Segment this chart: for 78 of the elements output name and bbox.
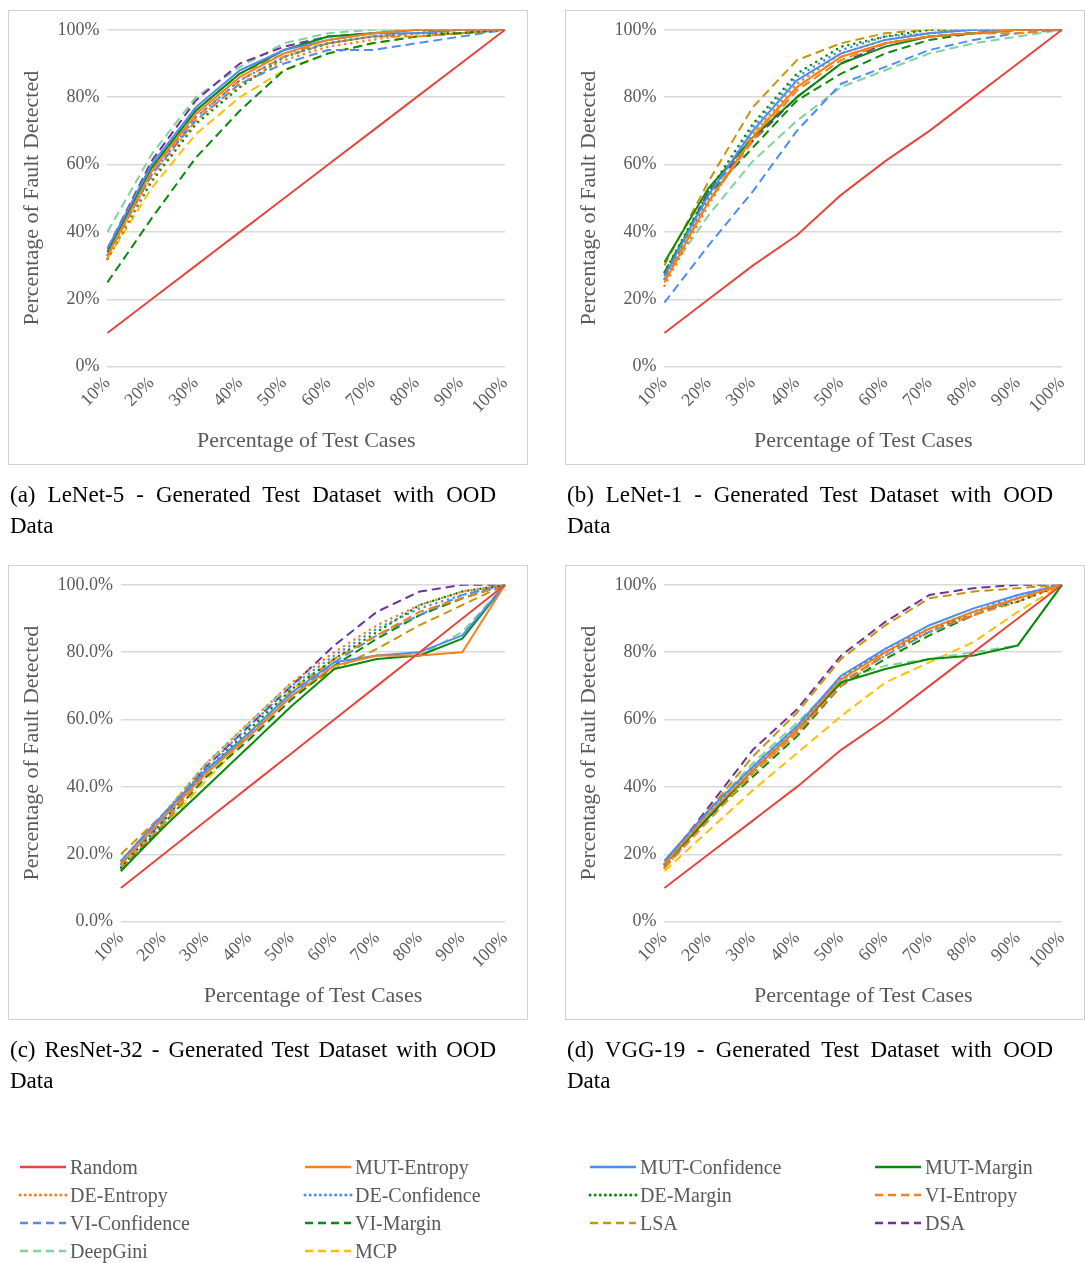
x-tick-label: 60%: [853, 372, 892, 410]
legend-label: VI-Margin: [355, 1211, 442, 1235]
legend-label: DSA: [925, 1211, 966, 1235]
x-axis-title: Percentage of Test Cases: [753, 981, 973, 1007]
x-tick-label: 20%: [677, 372, 715, 410]
x-tick-label: 50%: [260, 927, 298, 965]
legend-label: VI-Confidence: [70, 1211, 190, 1235]
x-tick-label: 20%: [132, 927, 170, 965]
x-tick-label: 30%: [721, 927, 759, 965]
x-tick-label: 40%: [765, 372, 804, 410]
y-tick-label: 20%: [623, 843, 657, 863]
x-axis-title: Percentage of Test Cases: [203, 981, 423, 1007]
legend-label: MCP: [355, 1239, 398, 1263]
x-tick-label: 80%: [388, 927, 426, 965]
y-axis-title: Percentage of Fault Detected: [574, 70, 600, 326]
legend-label: DE-Margin: [640, 1183, 732, 1207]
x-tick-label: 60%: [302, 927, 341, 965]
x-tick-label: 60%: [296, 372, 335, 410]
x-tick-label: 40%: [217, 927, 256, 965]
y-tick-label: 80.0%: [66, 640, 113, 661]
y-tick-label: 20%: [66, 288, 100, 308]
x-tick-label: 90%: [429, 372, 467, 410]
y-tick-label: 40.0%: [66, 775, 113, 796]
y-axis-title: Percentage of Fault Detected: [17, 625, 43, 881]
x-tick-label: 90%: [986, 372, 1024, 410]
x-tick-label: 30%: [164, 372, 202, 410]
text: (d) VGG-19 - Generated Test Dataset with OOD Data: [566, 1036, 1053, 1095]
legend-label: Random: [70, 1155, 138, 1179]
legend-label: MUT-Entropy: [355, 1155, 469, 1179]
y-tick-label: 80%: [623, 85, 657, 106]
y-axis-title: Percentage of Fault Detected: [574, 625, 600, 881]
y-tick-label: 80%: [623, 640, 657, 661]
legend-label: MUT-Margin: [925, 1155, 1033, 1179]
y-tick-label: 20.0%: [66, 843, 113, 863]
x-tick-label: 90%: [431, 927, 469, 965]
x-tick-label: 80%: [942, 372, 980, 410]
x-tick-label: 80%: [942, 927, 980, 965]
legend-label: DE-Entropy: [70, 1183, 168, 1207]
y-tick-label: 60%: [66, 153, 100, 174]
legend-label: VI-Entropy: [925, 1183, 1018, 1207]
x-tick-label: 70%: [341, 372, 379, 410]
y-tick-label: 60.0%: [66, 708, 113, 729]
x-tick-label: 70%: [898, 927, 936, 965]
text: (b) LeNet-1 - Generated Test Dataset with OOD Data: [566, 481, 1053, 540]
x-tick-label: 30%: [721, 372, 759, 410]
y-tick-label: 60%: [623, 708, 657, 729]
x-tick-label: 80%: [385, 372, 423, 410]
x-tick-label: 50%: [809, 372, 848, 410]
x-tick-label: 50%: [252, 372, 291, 410]
y-tick-label: 100.0%: [57, 573, 113, 594]
text: (c) ResNet-32 - Generated Test Dataset with OOD Data: [9, 1036, 496, 1095]
x-tick-label: 50%: [809, 927, 848, 965]
x-axis-title: Percentage of Test Cases: [196, 426, 416, 452]
y-tick-label: 60%: [623, 153, 657, 174]
x-tick-label: 90%: [986, 927, 1024, 965]
x-tick-label: 70%: [345, 927, 384, 965]
x-tick-label: 40%: [765, 927, 804, 965]
y-tick-label: 100%: [57, 18, 100, 39]
x-tick-label: 60%: [853, 927, 892, 965]
x-tick-label: 20%: [677, 927, 715, 965]
y-tick-label: 40%: [623, 220, 657, 241]
y-tick-label: 20%: [623, 288, 657, 308]
y-tick-label: 40%: [623, 775, 657, 796]
y-tick-label: 40%: [66, 220, 100, 241]
text: (a) LeNet-5 - Generated Test Dataset with OOD Data: [9, 481, 496, 540]
x-tick-label: 20%: [120, 372, 158, 410]
x-tick-label: 30%: [174, 927, 213, 965]
x-axis-title: Percentage of Test Cases: [753, 426, 973, 452]
y-tick-label: 80%: [66, 85, 100, 106]
y-tick-label: 100%: [614, 573, 657, 594]
legend-label: LSA: [640, 1211, 678, 1235]
x-tick-label: 40%: [208, 372, 247, 410]
y-tick-label: 100%: [614, 18, 657, 39]
legend-label: MUT-Confidence: [640, 1155, 782, 1179]
y-axis-title: Percentage of Fault Detected: [17, 70, 43, 326]
x-tick-label: 70%: [898, 372, 936, 410]
legend-label: DeepGini: [70, 1239, 148, 1263]
legend-label: DE-Confidence: [355, 1183, 481, 1207]
